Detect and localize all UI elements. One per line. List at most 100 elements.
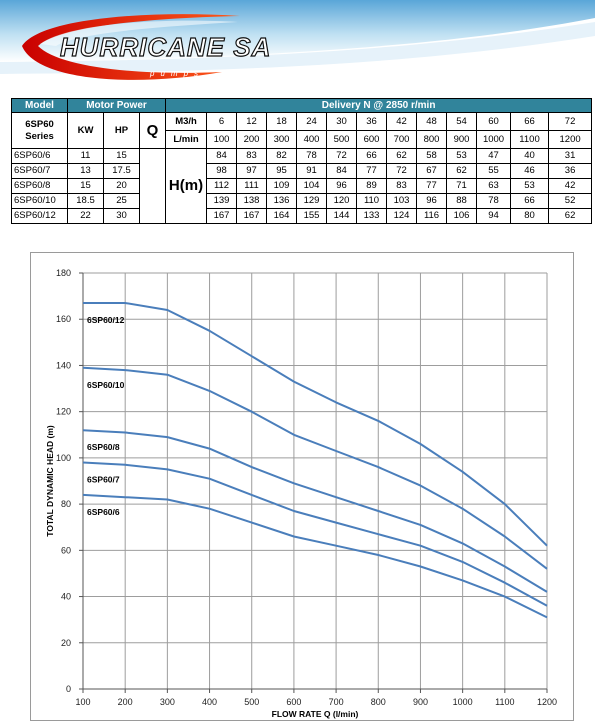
m3h-cell: 72 — [548, 112, 593, 131]
model-cell: 6SP60/8 — [11, 178, 68, 194]
performance-chart: 0 20 40 60 80 100 120 140 160 180 100 200 300 400 500 6… — [45, 268, 557, 719]
lmin-cell: 700 — [386, 130, 418, 149]
lmin-cell: 800 — [416, 130, 448, 149]
x-tick-label: 1100 — [495, 697, 514, 707]
x-tick-label: 500 — [244, 697, 259, 707]
head-cell: 36 — [548, 163, 593, 179]
lmin-cell: 1100 — [510, 130, 550, 149]
head-cell: 84 — [326, 163, 358, 179]
head-cell: 96 — [416, 193, 448, 209]
head-cell: 144 — [326, 208, 358, 224]
kw-cell: 11 — [67, 148, 104, 164]
chart-frame: 0 20 40 60 80 100 120 140 160 180 100 200 300 400 500 6… — [30, 252, 574, 721]
lmin-cell: 400 — [296, 130, 328, 149]
head-cell: 96 — [326, 178, 358, 194]
x-tick-label: 600 — [286, 697, 301, 707]
head-cell: 88 — [446, 193, 478, 209]
header-delivery: Delivery N @ 2850 r/min — [165, 98, 593, 113]
kw-header: KW — [67, 112, 104, 149]
head-cell: 83 — [236, 148, 268, 164]
head-cell: 72 — [386, 163, 418, 179]
series-label: 6SP60/7 — [87, 475, 120, 485]
head-cell: 138 — [236, 193, 268, 209]
head-cell: 124 — [386, 208, 418, 224]
head-cell: 164 — [266, 208, 298, 224]
series-label: 6SP60/12 — [87, 315, 125, 325]
header-graphic: HURRICANE SA pumps — [0, 0, 595, 80]
q-spacer — [138, 148, 167, 164]
series-line — [82, 461, 548, 607]
model-cell: 6SP60/10 — [11, 193, 68, 209]
y-tick-label: 100 — [56, 453, 71, 463]
m3h-cell: 42 — [386, 112, 418, 131]
header-banner: HURRICANE SA pumps — [0, 0, 595, 96]
m3h-cell: 24 — [296, 112, 328, 131]
series-label: 6SP60/6 — [87, 507, 120, 517]
y-tick-label: 140 — [56, 360, 71, 370]
head-cell: 89 — [356, 178, 388, 194]
head-cell: 77 — [416, 178, 448, 194]
q-spacer — [138, 208, 167, 224]
series-line1: 6SP60 — [25, 118, 54, 130]
head-cell: 98 — [206, 163, 238, 179]
model-cell: 6SP60/12 — [11, 208, 68, 224]
series-label: 6SP60/8 — [87, 442, 120, 452]
table-row: 6SP60/8 15 20 112 111 109 104 96 89 83 7… — [11, 178, 593, 194]
hp-cell: 15 — [103, 148, 140, 164]
m3h-cell: 6 — [206, 112, 238, 131]
lmin-cell: 900 — [446, 130, 478, 149]
head-cell: 97 — [236, 163, 268, 179]
m3h-label: M3/h — [165, 112, 208, 131]
head-cell: 78 — [296, 148, 328, 164]
head-cell: 109 — [266, 178, 298, 194]
head-cell: 58 — [416, 148, 448, 164]
y-axis-title: TOTAL DYNAMIC HEAD (m) — [45, 425, 55, 537]
x-tick-label: 300 — [160, 697, 175, 707]
kw-cell: 22 — [67, 208, 104, 224]
x-tick-label: 200 — [118, 697, 133, 707]
head-cell: 62 — [386, 148, 418, 164]
head-cell: 155 — [296, 208, 328, 224]
head-cell: 72 — [326, 148, 358, 164]
series-line — [83, 302, 548, 547]
lmin-cell: 100 — [206, 130, 238, 149]
y-tick-label: 120 — [56, 407, 71, 417]
x-tick-label: 1000 — [453, 697, 473, 707]
header-motor-power: Motor Power — [66, 98, 167, 113]
head-cell: 67 — [416, 163, 448, 179]
head-cell: 116 — [416, 208, 448, 224]
model-cell: 6SP60/7 — [11, 163, 68, 179]
head-cell: 71 — [446, 178, 478, 194]
head-cell: 111 — [236, 178, 268, 194]
lmin-label: L/min — [165, 130, 208, 149]
y-tick-label: 40 — [61, 592, 71, 602]
brand-tagline: pumps — [149, 69, 204, 78]
head-cell: 40 — [510, 148, 550, 164]
m3h-cell: 36 — [356, 112, 388, 131]
hp-cell: 17.5 — [103, 163, 140, 179]
table-row: 6SP60/6 11 15 H(m) 84 83 82 78 72 66 62 … — [11, 148, 593, 224]
hp-header: HP — [103, 112, 140, 149]
head-cell: 129 — [296, 193, 328, 209]
y-tick-label: 180 — [56, 268, 71, 278]
q-spacer — [138, 163, 167, 179]
m3h-cell: 18 — [266, 112, 298, 131]
lmin-cell: 1200 — [548, 130, 593, 149]
lmin-cell: 200 — [236, 130, 268, 149]
head-cell: 63 — [476, 178, 512, 194]
hm-label: H(m) — [165, 148, 208, 224]
x-tick-label: 900 — [413, 697, 428, 707]
series-line — [82, 493, 548, 619]
head-cell: 104 — [296, 178, 328, 194]
series-line — [82, 366, 548, 570]
sky-wave-light — [0, 22, 595, 74]
head-cell: 42 — [548, 178, 593, 194]
lmin-cell: 600 — [356, 130, 388, 149]
brand-name: HURRICANE SA — [60, 32, 271, 62]
header-model: Model — [11, 98, 68, 113]
m3h-cell: 12 — [236, 112, 268, 131]
m3h-cell: 66 — [510, 112, 550, 131]
head-cell: 103 — [386, 193, 418, 209]
kw-cell: 15 — [67, 178, 104, 194]
x-tick-label: 1200 — [537, 697, 557, 707]
